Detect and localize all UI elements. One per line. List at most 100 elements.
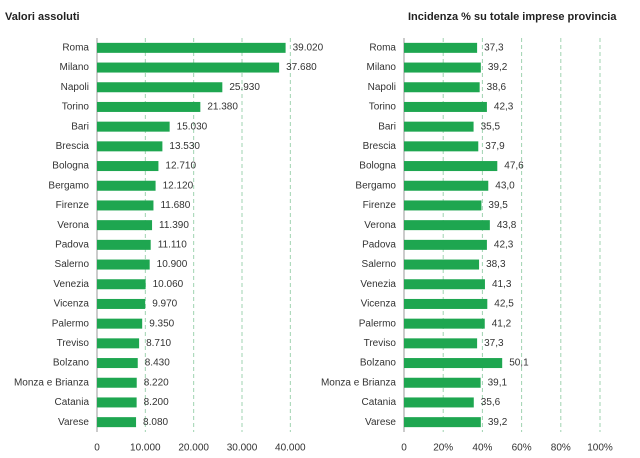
bar (404, 259, 480, 270)
category-label: Salerno (362, 259, 397, 270)
bar (97, 101, 201, 112)
value-label: 35,5 (481, 121, 501, 132)
chart-title: Incidenza % su totale imprese provincia (408, 11, 617, 23)
bar (404, 101, 487, 112)
value-label: 39,2 (488, 417, 508, 428)
bar (97, 417, 137, 428)
value-label: 43,0 (495, 180, 515, 191)
x-tick-label: 40.000 (275, 443, 306, 454)
x-tick-label: 0 (94, 443, 100, 454)
value-label: 38,6 (487, 82, 507, 93)
category-label: Brescia (363, 141, 397, 152)
bar (97, 397, 137, 408)
value-label: 10.060 (153, 279, 184, 290)
value-label: 8.200 (144, 397, 169, 408)
category-label: Torino (369, 102, 397, 113)
bar (97, 62, 280, 73)
category-label: Bolzano (53, 358, 90, 369)
bar (97, 259, 150, 270)
category-label: Palermo (359, 318, 397, 329)
bar (97, 239, 151, 250)
bar (97, 82, 223, 93)
bar (404, 417, 481, 428)
bar (404, 82, 480, 93)
value-label: 12.710 (165, 161, 196, 172)
bar (97, 279, 146, 290)
x-tick-label: 60% (512, 443, 532, 454)
category-label: Varese (58, 417, 89, 428)
category-label: Torino (62, 102, 90, 113)
category-label: Bologna (52, 161, 89, 172)
bar (404, 180, 489, 191)
value-label: 8.220 (144, 377, 169, 388)
bar (97, 200, 154, 211)
bar (97, 141, 163, 152)
value-label: 37,3 (484, 338, 504, 349)
bar (404, 318, 485, 329)
value-label: 8.430 (145, 358, 170, 369)
bar (404, 42, 478, 53)
value-label: 39,2 (488, 62, 508, 73)
value-label: 39,5 (488, 200, 508, 211)
value-label: 11.110 (158, 239, 188, 250)
bar (404, 220, 490, 231)
x-tick-label: 100% (587, 443, 613, 454)
value-label: 39,1 (488, 377, 508, 388)
value-label: 21.380 (207, 102, 238, 113)
category-label: Salerno (55, 259, 90, 270)
value-label: 13.530 (169, 141, 200, 152)
value-label: 42,3 (494, 102, 514, 113)
bar (404, 397, 474, 408)
value-label: 9.350 (149, 318, 174, 329)
value-label: 15.030 (177, 121, 208, 132)
category-label: Vicenza (361, 299, 397, 310)
bar (404, 141, 479, 152)
bar (97, 377, 137, 388)
category-label: Catania (55, 397, 90, 408)
category-label: Bolzano (360, 358, 397, 369)
value-label: 11.680 (160, 200, 190, 211)
category-label: Padova (362, 239, 396, 250)
value-label: 11.390 (159, 220, 189, 231)
bar (97, 121, 170, 132)
value-label: 42,5 (494, 299, 514, 310)
bar (97, 161, 159, 172)
value-label: 39.020 (293, 42, 324, 53)
value-label: 37,3 (484, 42, 504, 53)
category-label: Brescia (56, 141, 90, 152)
value-label: 37.680 (286, 62, 317, 73)
category-label: Monza e Brianza (14, 377, 89, 388)
bar (404, 377, 481, 388)
bar (404, 358, 503, 369)
value-label: 8.710 (146, 338, 171, 349)
x-tick-label: 20% (433, 443, 453, 454)
bar (404, 121, 474, 132)
value-label: 37,9 (485, 141, 505, 152)
x-tick-label: 10.000 (130, 443, 161, 454)
bar (97, 220, 153, 231)
bar (404, 239, 487, 250)
x-tick-label: 80% (551, 443, 571, 454)
category-label: Firenze (56, 200, 90, 211)
value-label: 8.080 (143, 417, 168, 428)
category-label: Firenze (363, 200, 397, 211)
category-label: Vicenza (54, 299, 90, 310)
category-label: Verona (364, 220, 396, 231)
category-label: Bari (71, 121, 89, 132)
category-label: Palermo (52, 318, 90, 329)
bar (97, 338, 140, 349)
value-label: 41,3 (492, 279, 512, 290)
bar (404, 62, 481, 73)
value-label: 12.120 (163, 180, 194, 191)
category-label: Treviso (57, 338, 90, 349)
category-label: Bari (378, 121, 396, 132)
value-label: 41,2 (492, 318, 512, 329)
category-label: Venezia (53, 279, 89, 290)
x-tick-label: 40% (472, 443, 492, 454)
value-label: 50,1 (509, 358, 529, 369)
category-label: Verona (57, 220, 89, 231)
bar (404, 161, 498, 172)
bar (404, 279, 485, 290)
value-label: 43,8 (497, 220, 517, 231)
